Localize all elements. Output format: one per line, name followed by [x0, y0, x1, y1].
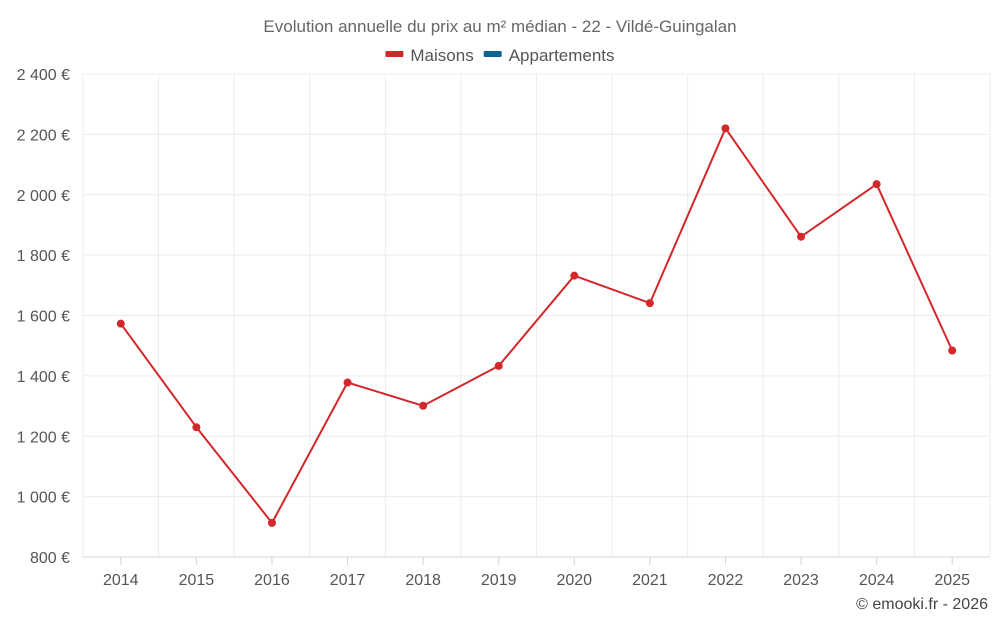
data-point[interactable] — [116, 319, 125, 328]
data-point[interactable] — [872, 180, 881, 189]
x-tick-label: 2021 — [632, 572, 668, 589]
x-tick-label: 2024 — [859, 572, 895, 589]
y-tick-label: 1 800 € — [17, 248, 70, 265]
y-tick-label: 1 000 € — [17, 490, 70, 507]
data-point[interactable] — [570, 271, 579, 280]
legend-label: Appartements — [509, 46, 615, 65]
x-tick-label: 2016 — [254, 572, 290, 589]
x-tick-label: 2025 — [934, 572, 970, 589]
data-point[interactable] — [343, 378, 352, 387]
legend-swatch — [483, 51, 502, 57]
y-tick-label: 2 400 € — [17, 67, 70, 84]
x-tick-label: 2018 — [405, 572, 441, 589]
chart-credit: © emooki.fr - 2026 — [856, 596, 988, 613]
legend-item-maisons[interactable]: Maisons — [385, 46, 474, 65]
data-point[interactable] — [645, 299, 654, 308]
y-tick-label: 2 000 € — [17, 188, 70, 205]
y-tick-label: 1 400 € — [17, 369, 70, 386]
data-point[interactable] — [267, 518, 276, 527]
y-tick-label: 800 € — [30, 550, 70, 567]
data-point[interactable] — [797, 232, 806, 241]
legend-item-appartements[interactable]: Appartements — [483, 46, 615, 65]
series-line-maisons — [119, 127, 954, 524]
x-tick-label: 2023 — [783, 572, 819, 589]
y-tick-label: 2 200 € — [17, 127, 70, 144]
series-layer — [116, 124, 957, 527]
x-tick-label: 2019 — [481, 572, 517, 589]
y-tick-label: 1 600 € — [17, 309, 70, 326]
data-point[interactable] — [419, 401, 428, 410]
data-point[interactable] — [721, 124, 730, 133]
data-point[interactable] — [948, 346, 957, 355]
x-tick-label: 2015 — [179, 572, 215, 589]
x-tick-label: 2020 — [556, 572, 592, 589]
y-axis-ticks: 800 € 1 000 € 1 200 € 1 400 € 1 600 € 1 800 €… — [17, 67, 70, 567]
legend-label: Maisons — [410, 46, 473, 65]
x-tick-label: 2014 — [103, 572, 139, 589]
legend: Maisons Appartements — [385, 46, 615, 65]
y-tick-label: 1 200 € — [17, 429, 70, 446]
x-tick-label: 2017 — [330, 572, 366, 589]
data-point[interactable] — [192, 423, 201, 432]
x-axis-ticks: 2014 2015 2016 2017 2018 2019 2020 2021 2022 2023… — [103, 557, 970, 589]
chart-title: Evolution annuelle du prix au m² médian … — [263, 17, 736, 36]
data-point[interactable] — [494, 361, 503, 370]
x-tick-label: 2022 — [708, 572, 744, 589]
grid — [82, 73, 991, 558]
legend-swatch — [385, 51, 404, 57]
